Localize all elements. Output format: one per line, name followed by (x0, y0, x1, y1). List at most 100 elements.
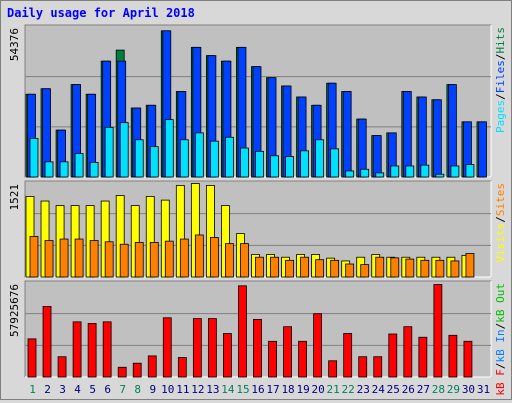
kb-bar (192, 318, 202, 378)
files-bar (432, 99, 442, 178)
day-label: 8 (134, 383, 141, 396)
legend-entry: / (494, 363, 507, 370)
files-bar (357, 118, 367, 178)
sites-bar (44, 240, 54, 278)
day-label: 31 (477, 383, 490, 396)
day-label: 5 (89, 383, 96, 396)
sites-bar (74, 238, 84, 278)
sites-bar (29, 235, 39, 278)
kb-bar (27, 338, 37, 378)
kb-bar (117, 366, 127, 378)
files-bar (448, 84, 457, 178)
pages-bar (375, 172, 385, 178)
sites-bar (330, 259, 340, 278)
sites-bar (390, 257, 400, 278)
sites-bar (255, 256, 264, 278)
chart-title: Daily usage for April 2018 (7, 6, 195, 20)
kb-bar (418, 336, 428, 378)
sites-bar (285, 259, 294, 278)
day-label: 26 (402, 383, 415, 396)
sites-bar (164, 240, 174, 278)
kb-bar (57, 356, 67, 378)
legend-entry: kB F (494, 369, 507, 396)
day-label: 30 (462, 383, 475, 396)
sites-bar (315, 259, 325, 278)
sites-bar (450, 260, 460, 278)
sites-bar (134, 241, 144, 278)
sites-bar (405, 258, 415, 278)
y-max-label: 1521 (8, 184, 21, 211)
day-label: 19 (296, 383, 309, 396)
sites-bar (149, 241, 159, 278)
sites-bar (360, 264, 370, 278)
pages-bar (465, 164, 475, 178)
kb-bar (343, 333, 353, 378)
sites-bar (89, 240, 99, 278)
pages-bar (255, 150, 264, 178)
kb-bar (433, 284, 443, 378)
kb-bar (207, 318, 217, 378)
series-legend: kB F/kB In/kB Out (494, 283, 507, 396)
pages-bar (405, 165, 415, 178)
day-label: 18 (281, 383, 294, 396)
pages-bar (209, 140, 219, 178)
sites-bar (465, 253, 475, 278)
legend-entry: kB Out (494, 283, 507, 323)
sites-bar (240, 243, 249, 278)
sites-bar (225, 243, 234, 278)
day-label: 10 (161, 383, 174, 396)
pages-bar (74, 153, 84, 178)
legend-entry: / (494, 93, 507, 100)
pages-bar (194, 132, 204, 178)
legend-entry: Visits (494, 223, 507, 263)
y-max-label: 57925676 (8, 284, 21, 337)
sites-bar (375, 256, 385, 278)
pages-bar (450, 165, 460, 178)
pages-bar (44, 161, 54, 178)
legend-entry: / (494, 216, 507, 223)
day-label: 23 (357, 383, 370, 396)
kb-bar (147, 355, 157, 378)
kb-bar (238, 285, 247, 378)
kb-bar (373, 356, 383, 378)
pages-bar (119, 122, 129, 178)
pages-bar (89, 161, 99, 178)
pages-bar (179, 139, 189, 178)
day-label: 16 (251, 383, 264, 396)
day-label: 3 (59, 383, 66, 396)
kb-bar (87, 323, 97, 378)
day-label: 11 (176, 383, 189, 396)
legend-entry: Hits (494, 27, 507, 54)
sites-bar (345, 263, 355, 278)
legend-entry: Files (494, 60, 507, 93)
legend-entry: / (494, 323, 507, 330)
day-label: 17 (266, 383, 279, 396)
pages-bar (420, 164, 430, 178)
kb-bar (177, 357, 187, 378)
pages-bar (134, 139, 144, 178)
pages-bar (59, 161, 69, 178)
kb-bar (162, 317, 172, 378)
kb-bar (72, 321, 82, 378)
files-bar (478, 121, 487, 178)
sites-bar (104, 241, 114, 278)
sites-bar (270, 256, 279, 278)
pages-bar (300, 150, 309, 178)
kb-bar (268, 340, 277, 378)
pages-bar (360, 168, 370, 178)
sites-bar (59, 238, 69, 278)
sites-bar (209, 237, 219, 278)
day-label: 22 (342, 383, 355, 396)
sites-bar (300, 256, 309, 278)
sites-bar (420, 259, 430, 278)
kb-bar (463, 340, 473, 378)
kb-bar (403, 326, 413, 378)
kb-bar (388, 333, 398, 378)
pages-bar (330, 148, 340, 178)
pages-bar (104, 126, 114, 178)
kb-bar (42, 306, 52, 378)
day-label: 29 (447, 383, 460, 396)
kb-bar (328, 360, 338, 378)
y-max-label: 54376 (8, 28, 21, 61)
kb-bar (358, 356, 368, 378)
